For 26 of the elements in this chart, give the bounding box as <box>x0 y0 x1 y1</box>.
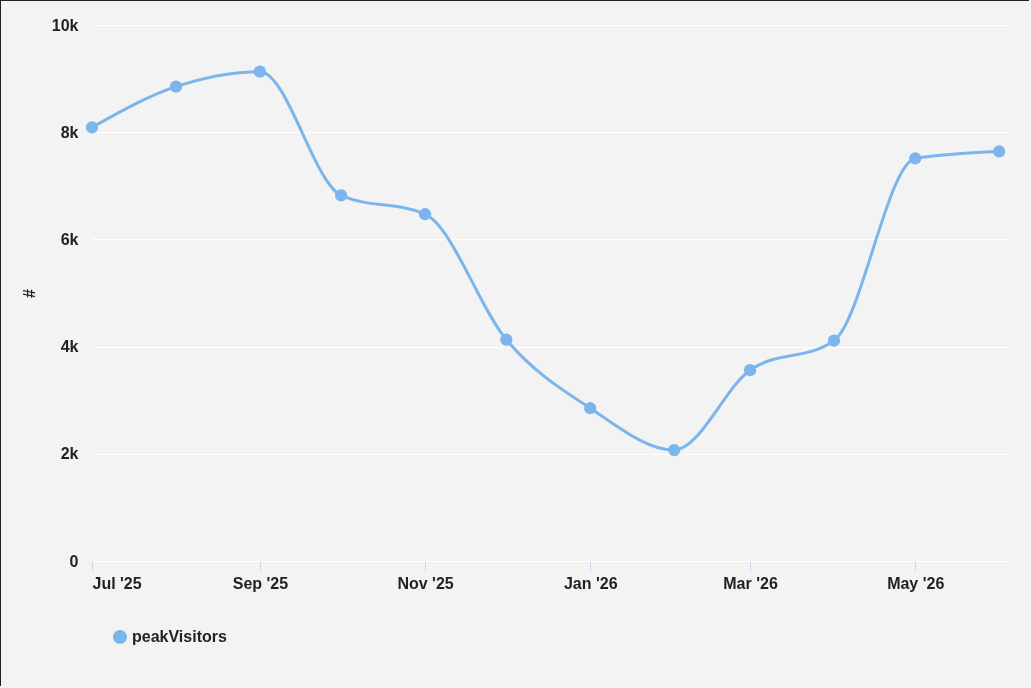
point <box>85 121 99 134</box>
y-tick-label: 6k <box>60 230 79 248</box>
y-tick-label: 10k <box>51 16 79 34</box>
x-tick-label: Jan '26 <box>563 574 618 592</box>
point <box>743 364 757 377</box>
legend-label: peakVisitors <box>132 628 227 645</box>
y-tick-label: 2k <box>60 445 79 463</box>
point <box>668 443 681 457</box>
point <box>335 189 348 202</box>
y-tick-label: 4k <box>60 338 79 356</box>
y-tick-label: 0 <box>69 552 79 570</box>
x-tick-label: Mar '26 <box>723 574 778 592</box>
x-tick-label: Jul '25 <box>92 574 142 592</box>
point <box>418 208 432 221</box>
point <box>909 152 922 165</box>
x-tick-label: Nov '25 <box>397 574 454 592</box>
point <box>584 402 597 415</box>
point <box>169 80 183 93</box>
x-tick-label: Sep '25 <box>232 574 289 592</box>
point <box>993 145 1006 158</box>
y-tick-label: 8k <box>60 123 79 141</box>
point <box>500 333 513 346</box>
y-axis-title: # <box>20 288 38 298</box>
x-tick-label: May '26 <box>887 574 945 592</box>
point <box>253 65 267 78</box>
point <box>827 334 841 347</box>
